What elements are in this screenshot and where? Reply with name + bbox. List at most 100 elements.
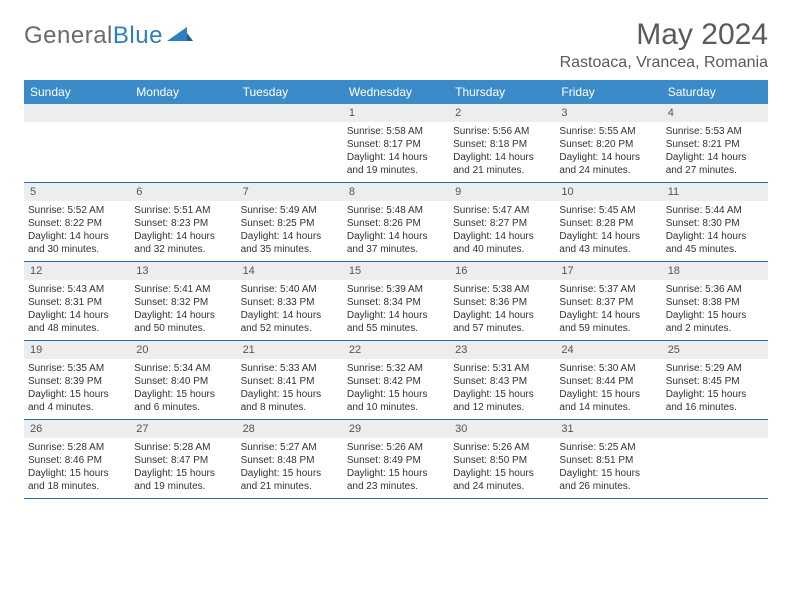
day-number: 12 (24, 262, 130, 280)
sunset-line: Sunset: 8:45 PM (666, 375, 764, 388)
day-body: Sunrise: 5:29 AMSunset: 8:45 PMDaylight:… (662, 359, 768, 417)
day-number: 31 (555, 420, 661, 438)
day-number: 1 (343, 104, 449, 122)
week-row: 1Sunrise: 5:58 AMSunset: 8:17 PMDaylight… (24, 104, 768, 183)
day-body: Sunrise: 5:49 AMSunset: 8:25 PMDaylight:… (237, 201, 343, 259)
day-body: Sunrise: 5:53 AMSunset: 8:21 PMDaylight:… (662, 122, 768, 180)
sunrise-line: Sunrise: 5:45 AM (559, 204, 657, 217)
weekday-label: Thursday (449, 80, 555, 104)
day-body: Sunrise: 5:34 AMSunset: 8:40 PMDaylight:… (130, 359, 236, 417)
month-title: May 2024 (560, 18, 768, 52)
day-cell: 19Sunrise: 5:35 AMSunset: 8:39 PMDayligh… (24, 341, 130, 419)
day-cell: 7Sunrise: 5:49 AMSunset: 8:25 PMDaylight… (237, 183, 343, 261)
day-body: Sunrise: 5:26 AMSunset: 8:50 PMDaylight:… (449, 438, 555, 496)
day-body: Sunrise: 5:27 AMSunset: 8:48 PMDaylight:… (237, 438, 343, 496)
day-cell (130, 104, 236, 182)
day-body: Sunrise: 5:45 AMSunset: 8:28 PMDaylight:… (555, 201, 661, 259)
sunset-line: Sunset: 8:17 PM (347, 138, 445, 151)
day-cell (24, 104, 130, 182)
day-cell: 1Sunrise: 5:58 AMSunset: 8:17 PMDaylight… (343, 104, 449, 182)
day-cell: 25Sunrise: 5:29 AMSunset: 8:45 PMDayligh… (662, 341, 768, 419)
weekday-label: Saturday (662, 80, 768, 104)
day-body: Sunrise: 5:33 AMSunset: 8:41 PMDaylight:… (237, 359, 343, 417)
day-cell: 3Sunrise: 5:55 AMSunset: 8:20 PMDaylight… (555, 104, 661, 182)
day-cell: 4Sunrise: 5:53 AMSunset: 8:21 PMDaylight… (662, 104, 768, 182)
sunrise-line: Sunrise: 5:36 AM (666, 283, 764, 296)
daylight-line: Daylight: 15 hours and 2 minutes. (666, 309, 764, 335)
day-cell (237, 104, 343, 182)
day-number: 18 (662, 262, 768, 280)
day-body: Sunrise: 5:44 AMSunset: 8:30 PMDaylight:… (662, 201, 768, 259)
sunset-line: Sunset: 8:32 PM (134, 296, 232, 309)
daylight-line: Daylight: 15 hours and 14 minutes. (559, 388, 657, 414)
daylight-line: Daylight: 15 hours and 6 minutes. (134, 388, 232, 414)
page-header: GeneralBlue May 2024 Rastoaca, Vrancea, … (24, 18, 768, 72)
day-number: 5 (24, 183, 130, 201)
day-body: Sunrise: 5:35 AMSunset: 8:39 PMDaylight:… (24, 359, 130, 417)
sunset-line: Sunset: 8:37 PM (559, 296, 657, 309)
sunset-line: Sunset: 8:33 PM (241, 296, 339, 309)
day-number: 27 (130, 420, 236, 438)
day-body: Sunrise: 5:28 AMSunset: 8:47 PMDaylight:… (130, 438, 236, 496)
sunrise-line: Sunrise: 5:58 AM (347, 125, 445, 138)
day-number: 7 (237, 183, 343, 201)
daylight-line: Daylight: 15 hours and 23 minutes. (347, 467, 445, 493)
daylight-line: Daylight: 14 hours and 21 minutes. (453, 151, 551, 177)
day-cell: 10Sunrise: 5:45 AMSunset: 8:28 PMDayligh… (555, 183, 661, 261)
sunrise-line: Sunrise: 5:48 AM (347, 204, 445, 217)
daylight-line: Daylight: 14 hours and 35 minutes. (241, 230, 339, 256)
sunrise-line: Sunrise: 5:49 AM (241, 204, 339, 217)
sunset-line: Sunset: 8:41 PM (241, 375, 339, 388)
daylight-line: Daylight: 15 hours and 10 minutes. (347, 388, 445, 414)
sunset-line: Sunset: 8:38 PM (666, 296, 764, 309)
day-number: 20 (130, 341, 236, 359)
daylight-line: Daylight: 15 hours and 24 minutes. (453, 467, 551, 493)
week-row: 12Sunrise: 5:43 AMSunset: 8:31 PMDayligh… (24, 262, 768, 341)
sunset-line: Sunset: 8:34 PM (347, 296, 445, 309)
sunset-line: Sunset: 8:22 PM (28, 217, 126, 230)
daylight-line: Daylight: 14 hours and 37 minutes. (347, 230, 445, 256)
day-number: 30 (449, 420, 555, 438)
day-number: 19 (24, 341, 130, 359)
sunset-line: Sunset: 8:40 PM (134, 375, 232, 388)
sunrise-line: Sunrise: 5:34 AM (134, 362, 232, 375)
day-cell: 12Sunrise: 5:43 AMSunset: 8:31 PMDayligh… (24, 262, 130, 340)
sunrise-line: Sunrise: 5:26 AM (453, 441, 551, 454)
sunset-line: Sunset: 8:26 PM (347, 217, 445, 230)
daylight-line: Daylight: 14 hours and 45 minutes. (666, 230, 764, 256)
day-cell (662, 420, 768, 498)
week-row: 19Sunrise: 5:35 AMSunset: 8:39 PMDayligh… (24, 341, 768, 420)
day-cell: 22Sunrise: 5:32 AMSunset: 8:42 PMDayligh… (343, 341, 449, 419)
sunset-line: Sunset: 8:18 PM (453, 138, 551, 151)
sunrise-line: Sunrise: 5:26 AM (347, 441, 445, 454)
day-number: 13 (130, 262, 236, 280)
sunrise-line: Sunrise: 5:30 AM (559, 362, 657, 375)
sunrise-line: Sunrise: 5:38 AM (453, 283, 551, 296)
day-number-empty (130, 104, 236, 122)
sunrise-line: Sunrise: 5:37 AM (559, 283, 657, 296)
sunrise-line: Sunrise: 5:35 AM (28, 362, 126, 375)
day-cell: 16Sunrise: 5:38 AMSunset: 8:36 PMDayligh… (449, 262, 555, 340)
daylight-line: Daylight: 14 hours and 50 minutes. (134, 309, 232, 335)
sunset-line: Sunset: 8:44 PM (559, 375, 657, 388)
day-cell: 17Sunrise: 5:37 AMSunset: 8:37 PMDayligh… (555, 262, 661, 340)
daylight-line: Daylight: 15 hours and 21 minutes. (241, 467, 339, 493)
day-body: Sunrise: 5:58 AMSunset: 8:17 PMDaylight:… (343, 122, 449, 180)
day-body: Sunrise: 5:37 AMSunset: 8:37 PMDaylight:… (555, 280, 661, 338)
sunset-line: Sunset: 8:30 PM (666, 217, 764, 230)
day-cell: 23Sunrise: 5:31 AMSunset: 8:43 PMDayligh… (449, 341, 555, 419)
sunrise-line: Sunrise: 5:32 AM (347, 362, 445, 375)
day-number: 26 (24, 420, 130, 438)
daylight-line: Daylight: 15 hours and 8 minutes. (241, 388, 339, 414)
daylight-line: Daylight: 14 hours and 24 minutes. (559, 151, 657, 177)
day-number: 3 (555, 104, 661, 122)
daylight-line: Daylight: 14 hours and 27 minutes. (666, 151, 764, 177)
daylight-line: Daylight: 14 hours and 43 minutes. (559, 230, 657, 256)
day-body: Sunrise: 5:55 AMSunset: 8:20 PMDaylight:… (555, 122, 661, 180)
day-cell: 21Sunrise: 5:33 AMSunset: 8:41 PMDayligh… (237, 341, 343, 419)
day-cell: 18 Sunrise: 5:36 AMSunset: 8:38 PMDayligh… (662, 262, 768, 340)
sunrise-line: Sunrise: 5:27 AM (241, 441, 339, 454)
day-cell: 14Sunrise: 5:40 AMSunset: 8:33 PMDayligh… (237, 262, 343, 340)
day-number: 28 (237, 420, 343, 438)
day-body: Sunrise: 5:52 AMSunset: 8:22 PMDaylight:… (24, 201, 130, 259)
